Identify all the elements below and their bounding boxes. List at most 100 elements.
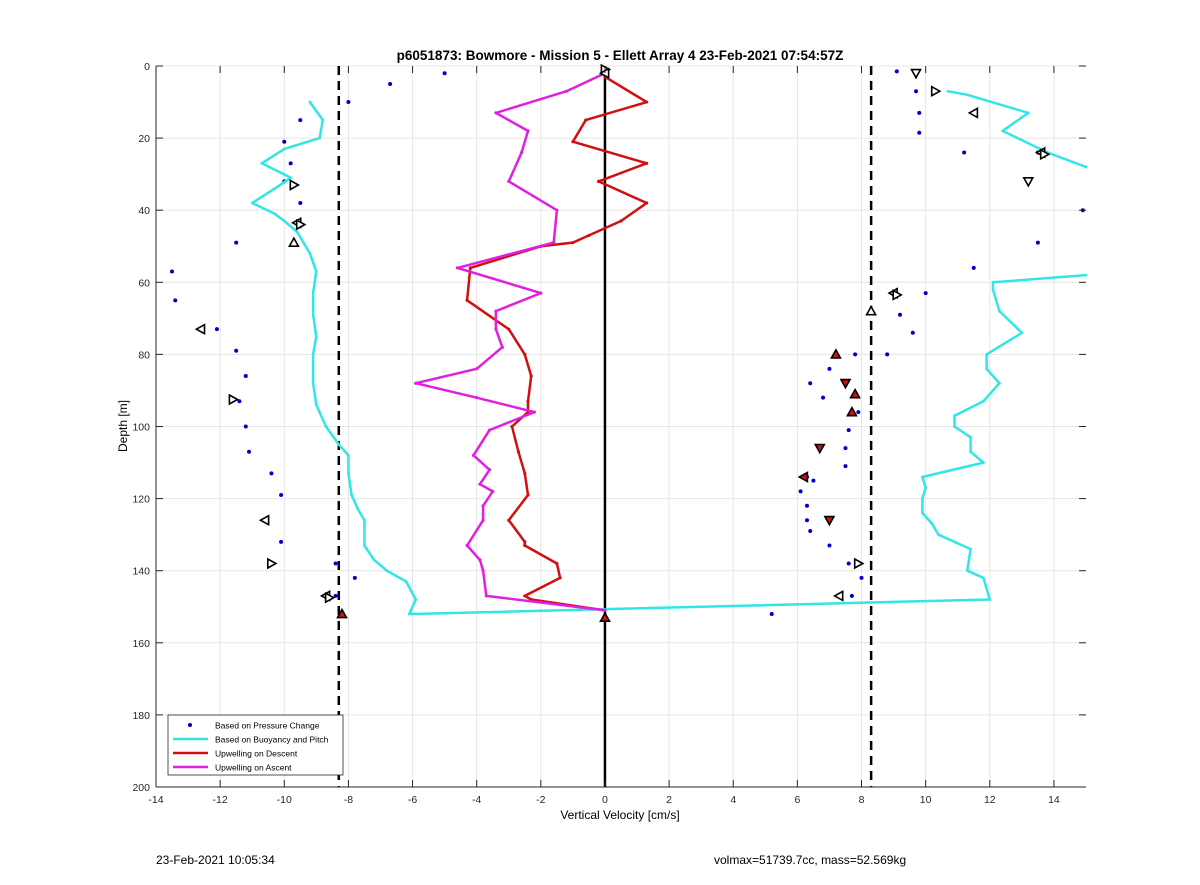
triangle-marker bbox=[1039, 148, 1051, 161]
pressure-change-point bbox=[898, 312, 902, 317]
x-tick-label: 6 bbox=[794, 794, 800, 806]
pressure-change-point bbox=[962, 150, 967, 155]
legend-label: Upwelling on Ascent bbox=[215, 763, 292, 773]
ascent-upwelling-point bbox=[471, 453, 476, 457]
pressure-change-point bbox=[346, 100, 351, 105]
x-tick-label: -12 bbox=[213, 794, 228, 806]
descent-upwelling-point bbox=[523, 471, 527, 475]
pressure-change-point bbox=[808, 381, 813, 386]
buoyancy-pitch-point bbox=[363, 544, 366, 547]
pressure-change-point bbox=[234, 240, 239, 245]
legend-label: Based on Buoyancy and Pitch bbox=[215, 735, 329, 745]
y-tick-label: 0 bbox=[144, 61, 150, 73]
y-tick-label: 80 bbox=[138, 349, 150, 361]
buoyancy-pitch-point bbox=[991, 288, 995, 291]
buoyancy-pitch-point bbox=[314, 334, 318, 338]
pressure-change-point bbox=[853, 352, 858, 357]
buoyancy-pitch-point bbox=[985, 367, 988, 371]
descent-upwelling-point bbox=[510, 424, 514, 429]
buoyancy-pitch-point bbox=[1026, 111, 1030, 115]
ascent-upwelling-point bbox=[532, 410, 537, 414]
pressure-change-point bbox=[352, 575, 357, 580]
descent-upwelling-point bbox=[584, 118, 588, 122]
descent-upwelling-point bbox=[529, 374, 533, 378]
buoyancy-pitch-point bbox=[282, 147, 286, 151]
ascent-upwelling-point bbox=[478, 482, 482, 486]
ascent-upwelling-point bbox=[475, 367, 479, 371]
x-tick-label: -10 bbox=[277, 794, 292, 806]
buoyancy-pitch-point bbox=[347, 453, 350, 457]
ascent-upwelling-point bbox=[519, 150, 524, 155]
pressure-change-point bbox=[805, 518, 809, 523]
ascent-upwelling-point bbox=[555, 208, 559, 212]
buoyancy-pitch-point bbox=[921, 497, 924, 500]
descent-upwelling-point bbox=[645, 100, 649, 104]
x-tick-label: 14 bbox=[1048, 794, 1060, 806]
pressure-change-point bbox=[333, 561, 338, 566]
buoyancy-pitch-point bbox=[311, 353, 315, 356]
triangle-marker bbox=[830, 348, 842, 359]
descent-upwelling-point bbox=[571, 140, 575, 144]
buoyancy-pitch-point bbox=[314, 270, 318, 273]
buoyancy-pitch-point bbox=[981, 399, 985, 403]
y-tick-label: 140 bbox=[132, 566, 150, 578]
buoyancy-pitch-point bbox=[282, 219, 286, 223]
buoyancy-pitch-point bbox=[921, 511, 924, 515]
pressure-change-point bbox=[769, 611, 774, 616]
descent-upwelling-point bbox=[526, 399, 530, 403]
descent-upwelling-point bbox=[468, 266, 472, 270]
pressure-change-point bbox=[849, 593, 854, 598]
pressure-change-point bbox=[798, 489, 803, 494]
buoyancy-pitch-point bbox=[404, 580, 408, 583]
pressure-change-point bbox=[894, 69, 899, 74]
x-tick-label: 2 bbox=[666, 794, 672, 806]
legend: Based on Pressure Change Based on Buoyanc… bbox=[167, 714, 344, 776]
buoyancy-pitch-point bbox=[965, 569, 969, 573]
descent-upwelling-point bbox=[516, 450, 520, 454]
ascent-upwelling-point bbox=[552, 241, 556, 245]
buoyancy-pitch-point bbox=[953, 414, 956, 418]
chart-title: p6051873: Bowmore - Mission 5 - Ellett A… bbox=[397, 48, 844, 63]
ascent-upwelling-point bbox=[494, 111, 498, 115]
buoyancy-pitch-point bbox=[385, 569, 389, 573]
ascent-upwelling-point bbox=[526, 129, 530, 133]
ascent-upwelling-point bbox=[539, 291, 543, 295]
pressure-change-point bbox=[288, 161, 293, 166]
y-axis-label: Depth [m] bbox=[116, 400, 130, 452]
pressure-change-point bbox=[914, 89, 919, 94]
y-tick-label: 20 bbox=[138, 133, 150, 145]
buoyancy-pitch-point bbox=[981, 461, 985, 464]
pressure-change-point bbox=[917, 110, 922, 115]
ascent-upwelling-point bbox=[507, 179, 511, 183]
pressure-change-point bbox=[885, 352, 890, 357]
x-tick-label: -14 bbox=[148, 794, 163, 806]
buoyancy-pitch-point bbox=[407, 612, 411, 616]
triangle-marker bbox=[258, 514, 270, 527]
x-tick-label: 0 bbox=[602, 794, 608, 806]
ascent-upwelling-point bbox=[481, 518, 485, 522]
y-tick-label: 160 bbox=[132, 638, 150, 650]
pressure-change-point bbox=[247, 449, 251, 454]
pressure-change-point bbox=[971, 265, 976, 270]
buoyancy-pitch-point bbox=[289, 176, 293, 180]
triangle-marker bbox=[832, 590, 844, 602]
triangle-marker bbox=[599, 611, 611, 623]
triangle-marker bbox=[839, 378, 852, 390]
ascent-upwelling-point bbox=[491, 489, 495, 493]
buoyancy-pitch-point bbox=[411, 612, 414, 616]
pressure-change-point bbox=[808, 529, 813, 534]
axes: -14 -12 -10 -8 -6 -4 -2 0 2 4 6 8 10 12 14020406080100… bbox=[132, 61, 1086, 806]
descent-upwelling-point bbox=[526, 493, 530, 497]
buoyancy-pitch-point bbox=[998, 381, 1001, 385]
ascent-upwelling-point bbox=[494, 309, 498, 313]
buoyancy-pitch-line bbox=[947, 89, 1086, 169]
ascent-upwelling-point bbox=[487, 468, 492, 472]
triangle-marker bbox=[288, 236, 300, 247]
buoyancy-pitch-point bbox=[308, 252, 312, 255]
buoyancy-pitch-point bbox=[350, 493, 354, 497]
buoyancy-pitch-point bbox=[946, 89, 950, 93]
y-tick-label: 40 bbox=[138, 205, 150, 217]
x-tick-label: 8 bbox=[859, 794, 865, 806]
pressure-change-point bbox=[243, 424, 248, 429]
ascent-upwelling-point bbox=[414, 381, 418, 385]
